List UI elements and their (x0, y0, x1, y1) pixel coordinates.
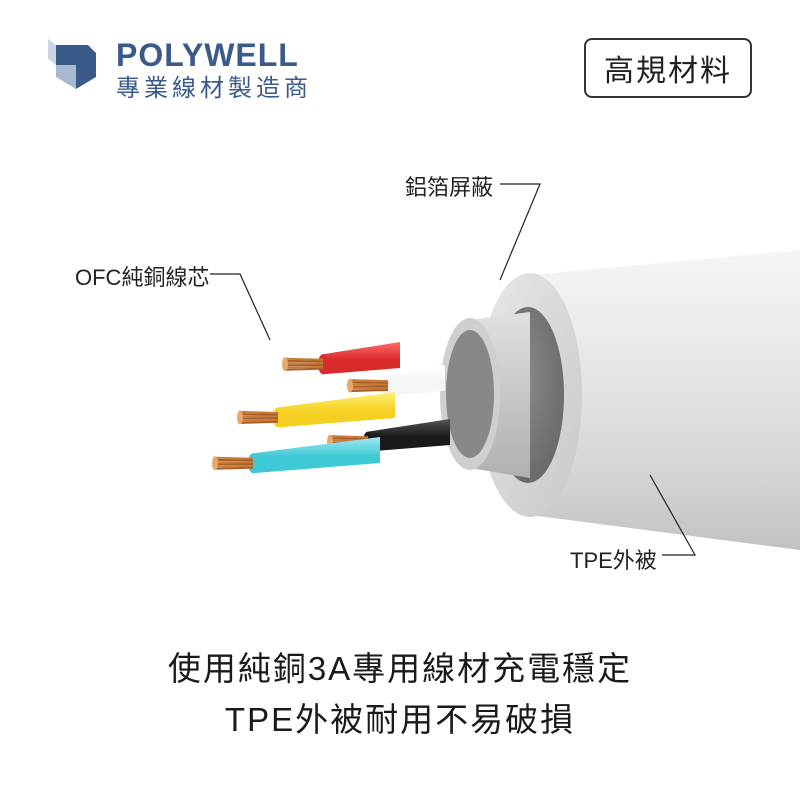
label-jacket: TPE外被 (570, 543, 657, 575)
cable-diagram: 鋁箔屏蔽 OFC純銅線芯 TPE外被 (0, 150, 800, 600)
label-core: OFC純銅線芯 (75, 260, 209, 292)
footer-line-1: 使用純銅3A專用線材充電穩定 (0, 643, 800, 694)
brand-name: POLYWELL (116, 38, 312, 73)
brand-tagline: 專業線材製造商 (116, 73, 312, 104)
header: POLYWELL 專業線材製造商 高規材料 (0, 0, 800, 104)
brand-logo-icon (48, 39, 102, 103)
wires-group (212, 342, 450, 473)
logo-text: POLYWELL 專業線材製造商 (116, 38, 312, 104)
label-shield: 鋁箔屏蔽 (405, 170, 493, 202)
footer-text: 使用純銅3A專用線材充電穩定 TPE外被耐用不易破損 (0, 643, 800, 745)
logo-block: POLYWELL 專業線材製造商 (48, 38, 312, 104)
shield-inner (446, 330, 494, 458)
footer-line-2: TPE外被耐用不易破損 (0, 694, 800, 745)
material-badge: 高規材料 (584, 38, 752, 98)
